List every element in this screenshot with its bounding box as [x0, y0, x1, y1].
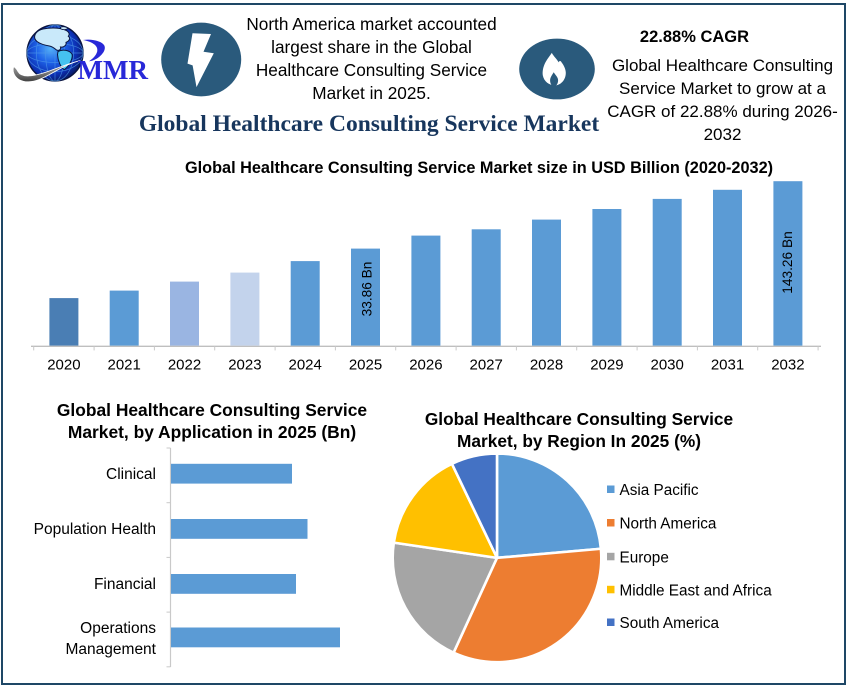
svg-text:2028: 2028: [530, 357, 563, 374]
svg-text:North America: North America: [620, 516, 717, 533]
svg-text:MMR: MMR: [78, 55, 149, 85]
svg-text:Management: Management: [66, 641, 157, 658]
svg-text:Europe: Europe: [620, 549, 669, 566]
svg-text:Asia Pacific: Asia Pacific: [620, 482, 699, 499]
svg-text:2021: 2021: [108, 357, 141, 374]
svg-text:Financial: Financial: [94, 576, 156, 593]
svg-text:2020: 2020: [47, 357, 80, 374]
svg-text:Middle East and Africa: Middle East and Africa: [620, 582, 773, 599]
svg-text:South America: South America: [620, 615, 720, 632]
svg-text:2026: 2026: [409, 357, 442, 374]
svg-text:2030: 2030: [651, 357, 684, 374]
svg-text:Clinical: Clinical: [106, 466, 156, 483]
svg-text:2022: 2022: [168, 357, 201, 374]
svg-text:2029: 2029: [590, 357, 623, 374]
svg-text:Population Health: Population Health: [34, 521, 156, 538]
svg-text:143.26 Bn: 143.26 Bn: [780, 231, 795, 293]
svg-text:2025: 2025: [349, 357, 382, 374]
svg-text:33.86 Bn: 33.86 Bn: [360, 262, 375, 317]
svg-text:2032: 2032: [771, 357, 804, 374]
svg-text:2031: 2031: [711, 357, 744, 374]
svg-text:2023: 2023: [228, 357, 261, 374]
svg-text:Operations: Operations: [80, 620, 156, 637]
svg-text:2027: 2027: [470, 357, 503, 374]
svg-text:2024: 2024: [289, 357, 322, 374]
